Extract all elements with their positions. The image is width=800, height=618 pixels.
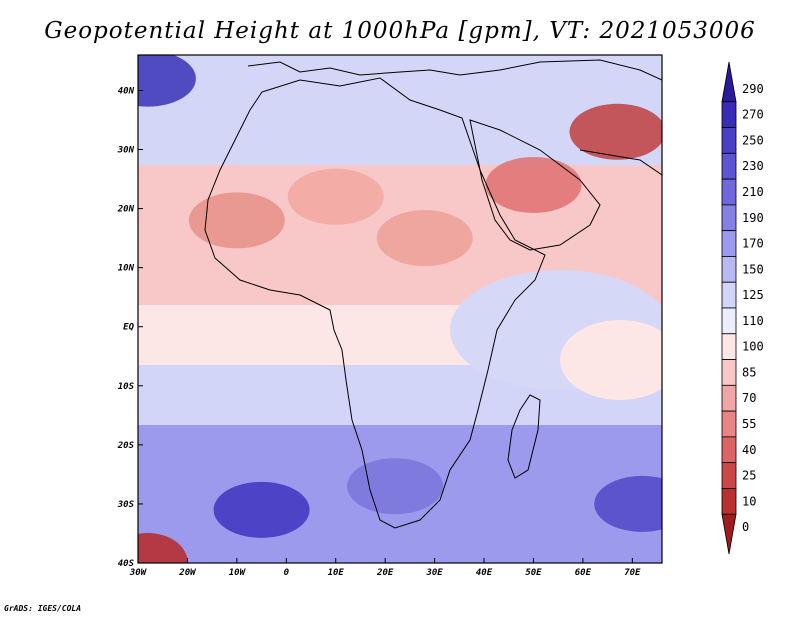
lon-tick-label: 0 bbox=[284, 568, 290, 578]
colorbar-swatch bbox=[721, 204, 737, 232]
zone-low-sudan bbox=[376, 210, 473, 267]
colorbar: 2902702502302101901701501251101008570554… bbox=[721, 61, 764, 555]
plot-frame bbox=[137, 54, 663, 564]
lat-tick-label: EQ bbox=[123, 323, 134, 333]
zone-low-sw-corner bbox=[138, 533, 188, 563]
colorbar-swatch bbox=[721, 359, 737, 386]
colorbar-label: 70 bbox=[742, 391, 756, 405]
colorbar-swatch bbox=[721, 101, 737, 128]
lat-tick-label: 30N bbox=[117, 146, 135, 156]
zone-low-sahara bbox=[287, 168, 384, 225]
pressure-zones bbox=[138, 55, 662, 563]
europe-coastline bbox=[247, 59, 662, 81]
colorbar-label: 85 bbox=[742, 365, 756, 379]
colorbar-swatch bbox=[721, 127, 737, 154]
colorbar-swatch bbox=[721, 61, 737, 103]
colorbar-swatch bbox=[721, 462, 737, 489]
colorbar-swatch bbox=[721, 178, 737, 206]
lat-tick-label: 40N bbox=[118, 86, 135, 96]
lat-tick-label: 20S bbox=[117, 441, 135, 451]
madagascar-coastline bbox=[507, 394, 541, 479]
colorbar-label: 170 bbox=[742, 237, 764, 251]
latitude-axis: 40N 30N 20N 10N EQ 10S 20S 30S 40S bbox=[117, 86, 143, 569]
zone-high-south-africa bbox=[347, 458, 444, 515]
colorbar-swatch bbox=[721, 307, 737, 335]
zone-low-west-africa bbox=[188, 192, 285, 249]
software-credit: GrADS: IGES/COLA bbox=[4, 604, 82, 613]
colorbar-label: 230 bbox=[742, 159, 764, 173]
colorbar-label: 110 bbox=[742, 314, 764, 328]
colorbar-label: 10 bbox=[742, 494, 756, 508]
colorbar-label: 250 bbox=[742, 133, 764, 147]
coastlines bbox=[204, 59, 662, 529]
colorbar-label: 210 bbox=[742, 185, 764, 199]
field-indian-east bbox=[560, 320, 662, 400]
colorbar-label: 190 bbox=[742, 211, 764, 225]
lon-tick-label: 30W bbox=[129, 568, 148, 578]
colorbar-label: 0 bbox=[742, 520, 749, 534]
colorbar-label: 150 bbox=[742, 262, 764, 276]
colorbar-swatch bbox=[721, 513, 737, 555]
lon-tick-label: 30E bbox=[425, 568, 443, 578]
zone-low-iran bbox=[569, 103, 662, 160]
colorbar-swatch bbox=[721, 384, 737, 412]
lon-tick-label: 10W bbox=[229, 568, 247, 578]
map-title: Geopotential Height at 1000hPa [gpm], VT… bbox=[44, 18, 756, 44]
field-band-north bbox=[138, 55, 662, 165]
lon-tick-label: 70E bbox=[624, 568, 641, 578]
zone-high-indian-sw bbox=[594, 475, 662, 532]
lon-tick-label: 20W bbox=[178, 568, 197, 578]
colorbar-label: 40 bbox=[742, 443, 756, 457]
colorbar-swatch bbox=[721, 410, 737, 438]
colorbar-label: 290 bbox=[742, 82, 764, 96]
colorbar-swatch bbox=[721, 333, 737, 360]
lon-tick-label: 40E bbox=[476, 568, 493, 578]
colorbar-swatch bbox=[721, 230, 737, 257]
lon-tick-label: 10E bbox=[328, 568, 345, 578]
lat-tick-label: 20N bbox=[117, 205, 135, 215]
height-field bbox=[138, 55, 662, 563]
colorbar-label: 270 bbox=[742, 108, 764, 122]
africa-coastline bbox=[204, 77, 546, 529]
iran-coastline bbox=[579, 149, 662, 176]
lat-tick-label: 10S bbox=[118, 382, 135, 392]
zone-low-arabia bbox=[485, 156, 582, 213]
colorbar-swatch bbox=[721, 152, 737, 180]
lat-tick-label: 10N bbox=[118, 264, 135, 274]
colorbar-swatch bbox=[721, 488, 737, 515]
zone-high-south-atlantic bbox=[213, 481, 310, 538]
colorbar-label: 55 bbox=[742, 417, 756, 431]
longitude-axis: 30W 20W 10W 0 10E 20E 30E 40E 50E 60E 70E bbox=[129, 558, 641, 578]
colorbar-label: 125 bbox=[742, 288, 764, 302]
colorbar-label: 25 bbox=[742, 469, 756, 483]
colorbar-swatch bbox=[721, 256, 737, 283]
lon-tick-label: 50E bbox=[525, 568, 542, 578]
lat-tick-label: 30S bbox=[117, 500, 135, 510]
zone-high-atlantic-n bbox=[138, 55, 196, 107]
lon-tick-label: 20E bbox=[376, 568, 394, 578]
colorbar-label: 100 bbox=[742, 340, 764, 354]
arabia-coastline bbox=[469, 119, 601, 251]
lat-tick-label: 40S bbox=[118, 559, 135, 569]
lon-tick-label: 60E bbox=[575, 568, 592, 578]
colorbar-swatch bbox=[721, 281, 737, 309]
colorbar-swatch bbox=[721, 436, 737, 464]
